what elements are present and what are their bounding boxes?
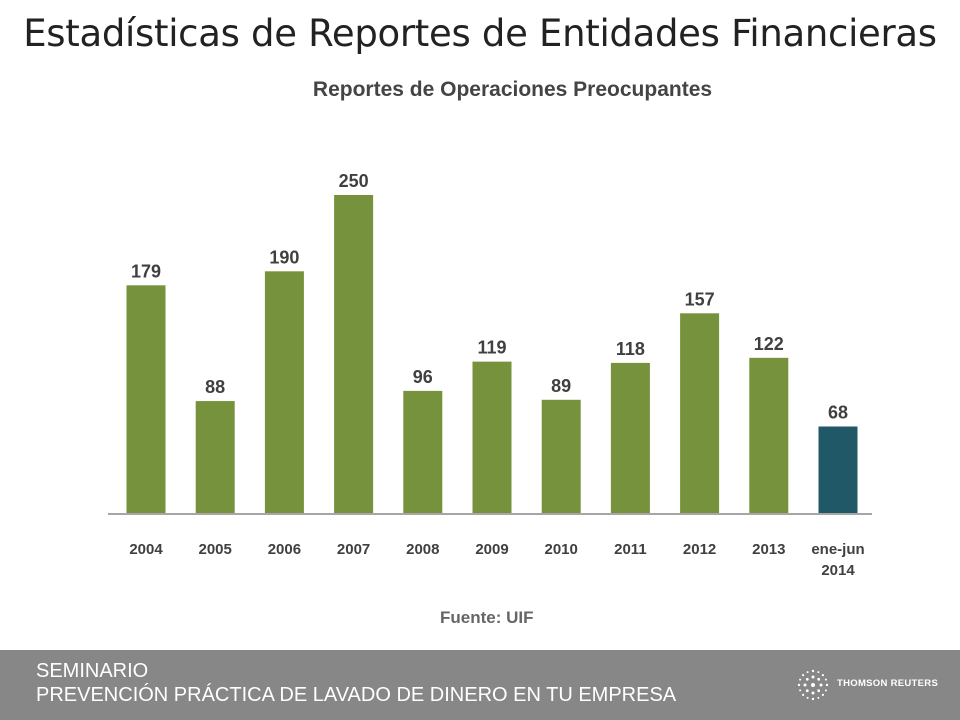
data-label-2: 190 <box>269 247 299 267</box>
data-label-7: 118 <box>616 339 645 359</box>
data-label-3: 250 <box>339 171 369 191</box>
thomson-reuters-logo-icon <box>797 669 829 701</box>
source-note: Fuente: UIF <box>440 608 534 627</box>
x-tick-label-0: 2004 <box>129 541 163 558</box>
data-label-10: 68 <box>828 403 848 423</box>
x-tick-label-1: 2005 <box>199 541 232 558</box>
bar-9 <box>749 357 789 513</box>
x-tick-label-7: 2011 <box>614 541 647 558</box>
x-tick-label-4: 2008 <box>406 541 439 558</box>
bar-2 <box>264 271 304 513</box>
x-tick-label-5: 2009 <box>475 541 508 558</box>
x-tick-label-3: 2007 <box>337 541 370 558</box>
footer-seminar-label: SEMINARIO <box>36 660 149 682</box>
x-tick-label-6: 2010 <box>545 541 578 558</box>
data-label-8: 157 <box>685 289 715 309</box>
x-tick-label-2: 2006 <box>268 541 301 558</box>
footer-bar: SEMINARIO PREVENCIÓN PRÁCTICA DE LAVADO … <box>0 650 960 720</box>
footer-seminar-title: PREVENCIÓN PRÁCTICA DE LAVADO DE DINERO … <box>36 684 677 706</box>
data-label-9: 122 <box>754 334 784 354</box>
bar-8 <box>680 313 720 513</box>
x-tick-label-8: 2012 <box>683 541 716 558</box>
chart-area: Reportes de Operaciones Preocupantes <box>100 70 880 640</box>
bar-6 <box>541 399 581 513</box>
bar-chart: 179 2004 88 2005 190 2006 250 2007 96 2008 119 2009… <box>108 171 872 579</box>
data-label-5: 119 <box>477 338 506 358</box>
x-tick-label-10: ene-jun 2014 <box>811 541 864 579</box>
bar-10 <box>818 426 858 513</box>
data-label-6: 89 <box>551 376 571 396</box>
bar-0 <box>126 285 166 513</box>
data-label-4: 96 <box>413 367 433 387</box>
bar-1 <box>195 401 235 513</box>
data-label-0: 179 <box>131 261 161 281</box>
bar-7 <box>610 362 650 513</box>
bar-3 <box>334 195 374 513</box>
bar-5 <box>472 361 512 513</box>
chart-title: Reportes de Operaciones Preocupantes <box>312 78 713 101</box>
x-tick-label-9: 2013 <box>752 541 785 558</box>
slide-title: Estadísticas de Reportes de Entidades Fi… <box>23 12 937 55</box>
bar-4 <box>403 390 443 513</box>
thomson-reuters-logo-text: THOMSON REUTERS <box>837 678 939 689</box>
data-label-1: 88 <box>205 377 225 397</box>
